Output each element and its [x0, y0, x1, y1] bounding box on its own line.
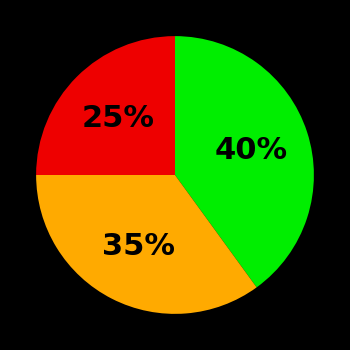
Text: 25%: 25%	[82, 104, 155, 133]
Wedge shape	[36, 175, 257, 314]
Wedge shape	[36, 36, 175, 175]
Wedge shape	[175, 36, 314, 287]
Text: 35%: 35%	[102, 232, 175, 261]
Text: 40%: 40%	[215, 135, 288, 164]
